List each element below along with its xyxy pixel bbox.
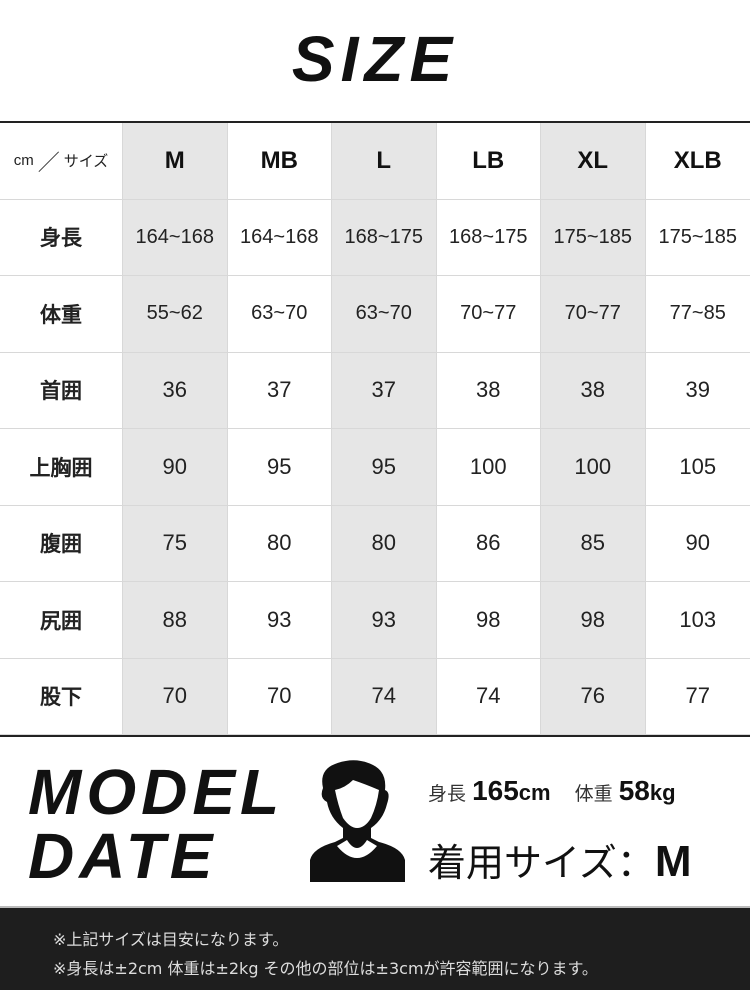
size-header-xl: XL [541, 123, 646, 200]
row-label: 腹囲 [0, 505, 123, 582]
row-label: 股下 [0, 658, 123, 735]
person-silhouette-icon [310, 760, 405, 882]
size-header-xlb: XLB [645, 123, 750, 200]
table-cell: 55~62 [123, 276, 228, 353]
table-cell: 105 [645, 429, 750, 506]
table-cell: 80 [227, 505, 332, 582]
page-title: SIZE [291, 23, 459, 95]
table-cell: 77~85 [645, 276, 750, 353]
table-cell: 85 [541, 505, 646, 582]
model-weight-unit: kg [649, 780, 676, 805]
row-label: 尻囲 [0, 582, 123, 659]
model-data-heading: MODEL DATE [28, 760, 284, 888]
size-header-m: M [123, 123, 228, 200]
table-cell: 103 [645, 582, 750, 659]
corner-unit-label: cm [13, 152, 34, 170]
table-cell: 175~185 [541, 199, 646, 276]
table-cell: 70~77 [436, 276, 541, 353]
table-cell: 76 [541, 658, 646, 735]
table-cell: 70 [227, 658, 332, 735]
table-cell: 98 [541, 582, 646, 659]
table-cell: 168~175 [436, 199, 541, 276]
table-cell: 93 [332, 582, 437, 659]
model-height-label: 身長 [428, 783, 467, 805]
table-cell: 36 [123, 352, 228, 429]
table-cell: 77 [645, 659, 750, 735]
table-cell: 88 [123, 582, 228, 659]
table-cell: 100 [436, 429, 541, 506]
table-cell: 63~70 [227, 276, 332, 353]
table-cell: 168~175 [332, 199, 437, 276]
table-cell: 164~168 [123, 199, 228, 276]
size-table: cm ／サイズ M MB L LB XL XLB 身長 164~168 164~168 168~175… [0, 121, 750, 737]
table-cell: 80 [332, 505, 437, 582]
table-cell: 74 [436, 658, 541, 735]
model-heading-line2: DATE [28, 820, 218, 892]
corner-slash: ／ [37, 149, 60, 175]
corner-header-cell: cm ／サイズ [0, 123, 123, 200]
table-cell: 86 [436, 505, 541, 582]
worn-size-value: M [654, 837, 692, 886]
row-label: 上胸囲 [0, 429, 123, 506]
table-cell: 39 [645, 353, 750, 429]
divider [0, 906, 750, 908]
table-cell: 63~70 [332, 276, 437, 353]
model-measurements: 身長 165cm 体重 58kg [428, 775, 694, 807]
size-header-l: L [332, 123, 437, 200]
table-cell: 95 [332, 429, 437, 506]
model-height-unit: cm [518, 780, 551, 805]
footer-note-2: ※身長は±2cm 体重は±2kg その他の部位は±3cmが許容範囲になります。 [53, 959, 598, 978]
table-cell: 74 [332, 658, 437, 735]
row-label: 身長 [0, 199, 123, 276]
table-cell: 95 [227, 429, 332, 506]
worn-size-separator: ： [616, 841, 655, 885]
model-height-value: 165 [472, 775, 519, 806]
table-cell: 70 [123, 658, 228, 735]
table-cell: 90 [645, 506, 750, 582]
table-cell: 90 [123, 429, 228, 506]
row-label: 体重 [0, 276, 123, 353]
footer-note-1: ※上記サイズは目安になります。 [53, 930, 289, 949]
table-cell: 37 [332, 352, 437, 429]
size-header-lb: LB [436, 123, 541, 200]
table-cell: 70~77 [541, 276, 646, 353]
model-worn-size: 着用サイズ：M [428, 832, 692, 887]
model-weight-value: 58 [618, 775, 650, 806]
table-cell: 75 [123, 505, 228, 582]
table-cell: 93 [227, 582, 332, 659]
row-label: 首囲 [0, 352, 123, 429]
size-header-mb: MB [227, 123, 332, 200]
footer-notes: ※上記サイズは目安になります。 ※身長は±2cm 体重は±2kg その他の部位は… [0, 908, 750, 990]
table-cell: 100 [541, 429, 646, 506]
worn-size-label: 着用サイズ [428, 841, 617, 885]
table-cell: 175~185 [645, 200, 750, 276]
corner-size-label: サイズ [63, 153, 109, 171]
model-heading-line1: MODEL [28, 756, 285, 828]
table-cell: 38 [436, 352, 541, 429]
table-cell: 38 [541, 352, 646, 429]
table-cell: 37 [227, 352, 332, 429]
model-weight-label: 体重 [574, 783, 613, 805]
table-cell: 164~168 [227, 199, 332, 276]
table-cell: 98 [436, 582, 541, 659]
